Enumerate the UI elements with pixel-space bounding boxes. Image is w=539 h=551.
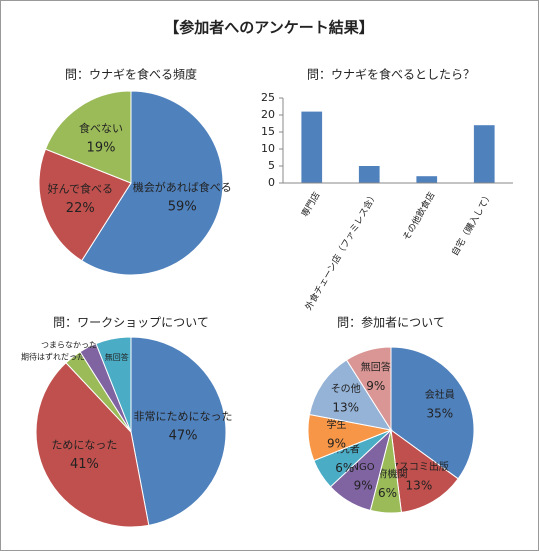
chart-title: 問：ウナギを食べる頻度 (65, 67, 197, 82)
value-label: 9% (354, 479, 373, 493)
value-label: 59% (168, 199, 197, 214)
slice-label: 機会があれば食べる (133, 180, 232, 194)
value-label: 13% (406, 479, 433, 493)
y-tick-label: 0 (268, 176, 275, 189)
y-tick-label: 5 (268, 159, 275, 172)
slice-label: つまらなかった (41, 341, 97, 350)
pie-slice (308, 359, 393, 431)
value-label: 9% (366, 379, 385, 393)
page-title: 【参加者へのアンケート結果】 (164, 19, 373, 37)
value-label: 9% (327, 437, 346, 451)
slice-label: マスコミ出版 (389, 460, 449, 473)
slice-label: 食べない (79, 121, 123, 135)
slice-label: NGO (352, 462, 375, 473)
slice-label: その他 (331, 382, 361, 395)
pie-slice (44, 90, 132, 184)
y-tick-label: 15 (261, 125, 275, 138)
pie-slice (390, 428, 459, 513)
value-label: 22% (66, 201, 95, 216)
pie-slice (345, 346, 392, 432)
pie-slice (95, 336, 132, 433)
y-tick-label: 25 (261, 91, 275, 104)
pie-slice (38, 148, 132, 262)
slice-label: 非常にためになった (134, 410, 233, 423)
slice-label: 期待はずれだった (21, 352, 85, 362)
y-tick-label: 20 (261, 108, 275, 121)
pie-slice (130, 336, 227, 526)
slice-label: 学生 (326, 418, 346, 431)
pie-slice (390, 346, 475, 480)
chart-title: 問：ウナギを食べるとしたら？ (307, 67, 475, 82)
bar (301, 111, 323, 183)
bar (416, 176, 438, 183)
slice-label: 好んで食べる (48, 181, 113, 195)
value-label: 6% (335, 461, 354, 475)
value-label: 47% (169, 429, 198, 444)
slice-label: ためになった (51, 439, 117, 452)
slice-label: 無回答 (105, 352, 129, 362)
chart-title: 問：ワークショップについて (53, 316, 209, 330)
value-label: 35% (426, 407, 453, 421)
value-label: 19% (87, 140, 116, 155)
value-label: 41% (70, 457, 99, 472)
pie-slice (81, 90, 224, 276)
slice-label: 会社員 (425, 388, 455, 401)
value-label: 6% (378, 486, 397, 500)
bar (358, 166, 380, 183)
pie-slice (35, 362, 150, 528)
bar (473, 125, 495, 183)
chart-title: 問：参加者について (337, 315, 445, 330)
value-label: 13% (332, 401, 359, 415)
y-tick-label: 10 (261, 142, 275, 155)
slice-label: 無回答 (361, 360, 391, 373)
